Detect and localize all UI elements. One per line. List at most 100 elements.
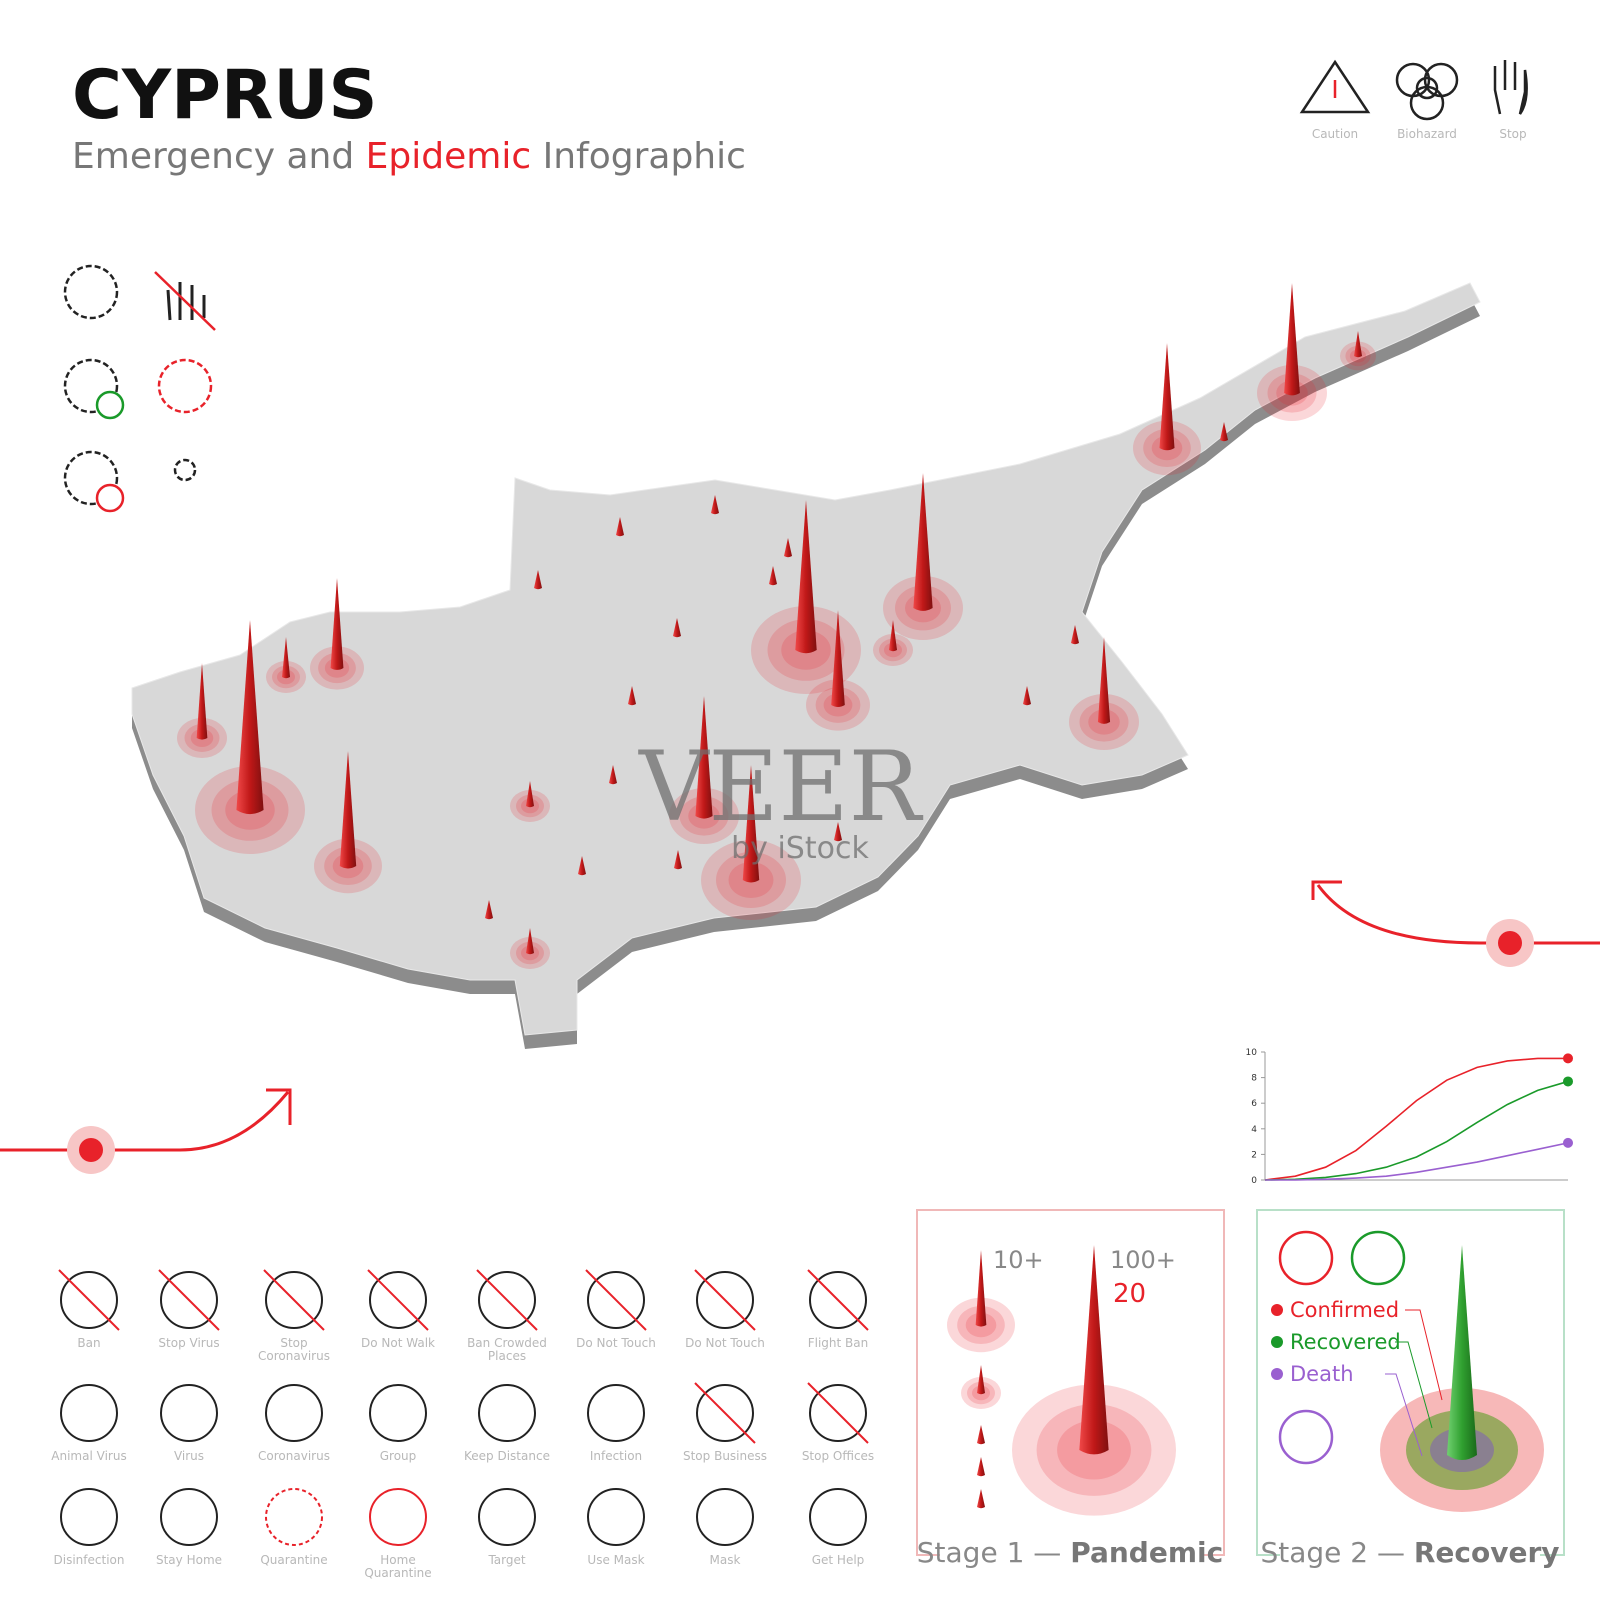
icon-label: Target [487,1553,525,1567]
ban [95,483,125,513]
icon [478,1384,536,1442]
icon-label: Do Not Walk [361,1336,435,1350]
icon-label: Home [380,1553,415,1567]
icon-label: Ban [77,1336,100,1350]
line-chart: 0 2 4 6 8 10 [1246,1048,1573,1186]
leader [1405,1309,1443,1401]
legend-dot [1271,1304,1283,1316]
spike [526,781,534,808]
series-line [1265,1142,1569,1181]
spike [578,856,586,876]
icon [369,1384,427,1442]
spike [711,495,719,515]
virus-icon [157,358,213,414]
icon [160,1488,218,1546]
spike [1284,283,1300,396]
subtitle: Emergency and Epidemic Infographic [72,136,746,177]
icon [587,1384,645,1442]
legend-label: Recovered [1290,1330,1401,1354]
icon-label: Stop [1499,127,1526,141]
spike [1023,686,1031,706]
stage1: Stage 1 — Pandemic 10+ 100+ 20 [916,1209,1225,1569]
spike [977,1365,985,1395]
icon-label: Stop Virus [158,1336,219,1350]
icon-label: Flight Ban [808,1336,869,1350]
ban-line [807,1269,869,1331]
icon-label: Ban Crowded [467,1336,547,1350]
icon-label: Do Not Touch [685,1336,765,1350]
virus-icon [63,450,119,506]
spike [616,517,624,537]
icon [160,1384,218,1442]
icon-label: Coronavirus [258,1349,330,1363]
y-tick-label: 6 [1251,1099,1257,1109]
end-dot [1563,1053,1573,1064]
y-tick-label: 4 [1251,1125,1257,1135]
ban-line [694,1269,756,1331]
ban-line [476,1269,538,1331]
spike [977,1425,985,1445]
spike [526,928,534,955]
spike [674,850,682,870]
leader [1395,1341,1433,1429]
spike [282,637,290,679]
ban-line [694,1382,756,1444]
icon-label: Use Mask [587,1553,644,1567]
end-dot [1563,1137,1573,1148]
icon-label: Biohazard [1397,127,1457,141]
spike [339,751,357,869]
icon-label: Quarantine [364,1566,431,1580]
large-label: 100+ [1110,1246,1176,1274]
icon-label: Mask [710,1553,741,1567]
ban-line [58,1269,120,1331]
spike [1079,1245,1109,1455]
stage2-title: Stage 2 — Recovery [1260,1536,1559,1569]
icon [809,1488,867,1546]
icon-label: Infection [590,1449,642,1463]
spike [330,578,344,670]
spike [975,1250,987,1327]
icon-label: Coronavirus [258,1449,330,1463]
spike [1220,422,1228,442]
icon [160,1271,218,1329]
spike [1159,343,1175,451]
icon [60,1384,118,1442]
icon [60,1271,118,1329]
icon [809,1271,867,1329]
ban-line [154,271,216,331]
spike [977,1489,985,1509]
spike [196,663,208,740]
icon [587,1271,645,1329]
spike [485,900,493,920]
icon-label: Disinfection [54,1553,125,1567]
icon [369,1488,427,1546]
spike [795,500,817,654]
series-line [1264,1057,1568,1181]
end-dot [1563,1076,1573,1087]
spike [673,618,681,638]
arrows [0,880,1600,1174]
icon-label: Get Help [812,1553,865,1567]
small-label: 10+ [993,1246,1044,1274]
map [131,282,1481,1049]
icon [369,1271,427,1329]
icon-label: Do Not Touch [576,1336,656,1350]
spike [609,765,617,785]
icon-label: Virus [174,1449,204,1463]
spike [236,620,264,815]
virus-icon [63,264,119,320]
spike [769,566,777,586]
spike [784,538,792,558]
spike [1097,637,1111,724]
y-tick-label: 10 [1246,1048,1258,1058]
icon [696,1271,754,1329]
icon-label: Quarantine [260,1553,327,1567]
icon [265,1271,323,1329]
ban-line [585,1269,647,1331]
legend-label: Death [1290,1362,1354,1386]
icon-label: Stay Home [156,1553,222,1567]
spike [1354,331,1362,358]
icon-label: Stop [280,1336,307,1350]
